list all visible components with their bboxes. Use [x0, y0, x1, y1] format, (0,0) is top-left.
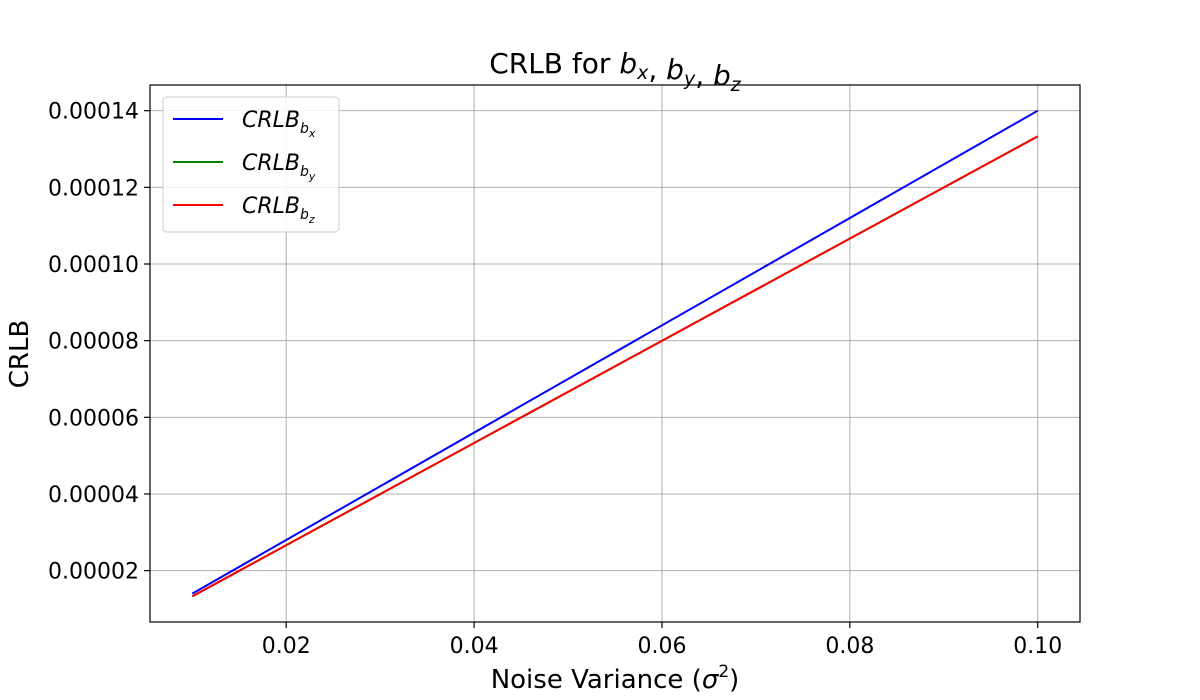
- chart-title-subscript: x: [636, 62, 649, 84]
- chart-title: CRLB for bx, by, bz: [489, 47, 742, 96]
- chart-title-var: b: [666, 53, 684, 86]
- series-line-x: [191, 109, 1039, 595]
- x-tick-label: 0.04: [450, 634, 499, 659]
- x-tick-label: 0.06: [637, 634, 686, 659]
- y-tick-label: 0.00008: [48, 330, 139, 355]
- legend: CRLBbx CRLBby CRLBbz: [162, 96, 340, 233]
- chart-title-var: b: [713, 59, 731, 92]
- legend-entry-y: CRLBby: [173, 151, 316, 183]
- legend-box: [162, 96, 340, 233]
- y-tick-label: 0.00006: [48, 406, 139, 431]
- x-axis-title: Noise Variance (σ2): [491, 662, 740, 695]
- x-axis-title-suffix: ): [729, 665, 739, 695]
- y-tick-label: 0.00002: [48, 560, 139, 585]
- chart-title-var: b: [619, 47, 637, 80]
- x-axis-title-symbol: σ: [702, 665, 720, 695]
- x-tick-label: 0.08: [825, 634, 874, 659]
- x-tick-label: 0.02: [262, 634, 311, 659]
- y-tick-label: 0.00012: [48, 176, 139, 201]
- chart-title-subscript: z: [730, 74, 742, 96]
- legend-label: CRLBby: [242, 151, 316, 183]
- y-tick-label: 0.00010: [48, 253, 139, 278]
- chart-title-separator: ,: [695, 59, 713, 92]
- legend-label: CRLBbx: [242, 108, 316, 140]
- legend-label: CRLBbz: [242, 194, 315, 226]
- legend-entry-x: CRLBbx: [173, 108, 316, 140]
- series-lines: [191, 109, 1039, 598]
- y-tick-label: 0.00014: [48, 100, 139, 125]
- x-axis-ticks: 0.02 0.04 0.06 0.08 0.10: [262, 622, 1062, 659]
- series-line-z: [191, 135, 1039, 598]
- y-axis-ticks: 0.00002 0.00004 0.00006 0.00008 0.00010 0.000…: [48, 100, 150, 585]
- legend-entry-z: CRLBbz: [173, 194, 315, 226]
- x-tick-label: 0.10: [1013, 634, 1062, 659]
- x-axis-title-power: 2: [718, 662, 729, 682]
- chart-title-separator: ,: [648, 53, 666, 86]
- y-tick-label: 0.00004: [48, 483, 139, 508]
- plot-frame: [149, 84, 1081, 623]
- x-axis-title-prefix: Noise Variance (: [491, 665, 702, 695]
- chart-title-subscript: y: [683, 68, 696, 90]
- y-axis-title: CRLB: [5, 320, 35, 389]
- chart-title-prefix: CRLB for: [489, 47, 619, 80]
